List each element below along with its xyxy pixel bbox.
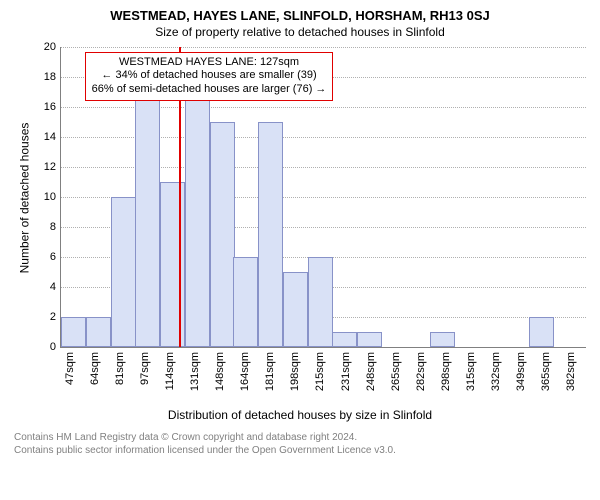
- histogram-bar: [258, 122, 283, 347]
- x-tick: 114sqm: [164, 352, 176, 390]
- x-axis-label: Distribution of detached houses by size …: [14, 408, 586, 422]
- histogram-bar: [160, 182, 185, 347]
- y-tick: 12: [44, 161, 56, 173]
- x-tick: 365sqm: [540, 352, 552, 391]
- x-tick: 382sqm: [565, 352, 577, 391]
- x-tick: 315sqm: [465, 352, 477, 391]
- y-tick: 10: [44, 191, 56, 203]
- y-tick: 18: [44, 71, 56, 83]
- x-tick-area: 47sqm 64sqm 81sqm 97sqm 114sqm 131sqm 148sqm 16…: [60, 348, 586, 408]
- y-tick: 16: [44, 101, 56, 113]
- x-ticks-row: 47sqm 64sqm 81sqm 97sqm 114sqm 131sqm 148sqm 16…: [14, 348, 586, 408]
- footer: Contains HM Land Registry data © Crown c…: [14, 432, 586, 457]
- histogram-bar: [332, 332, 357, 347]
- histogram-bar: [283, 272, 308, 347]
- y-tick: 20: [44, 41, 56, 53]
- histogram-bar: [61, 317, 86, 347]
- x-ticks-spacer: [14, 348, 60, 408]
- x-tick: 81sqm: [114, 352, 126, 385]
- info-box-line: WESTMEAD HAYES LANE: 127sqm: [92, 56, 327, 70]
- histogram-bar: [308, 257, 333, 347]
- histogram-bar: [430, 332, 455, 347]
- plot-area: WESTMEAD HAYES LANE: 127sqm← 34% of deta…: [60, 47, 586, 348]
- title-sub: Size of property relative to detached ho…: [14, 25, 586, 39]
- histogram-bar: [233, 257, 258, 347]
- x-tick: 349sqm: [515, 352, 527, 391]
- x-tick: 64sqm: [89, 352, 101, 385]
- info-box-line: ← 34% of detached houses are smaller (39…: [92, 69, 327, 83]
- y-tick: 14: [44, 131, 56, 143]
- histogram-bar: [185, 77, 210, 347]
- histogram-bar: [111, 197, 136, 347]
- histogram-bar: [86, 317, 111, 347]
- histogram-bar: [529, 317, 554, 347]
- chart-row: Number of detached houses 02468101214161…: [14, 47, 586, 348]
- y-tick-column: 02468101214161820: [34, 47, 60, 347]
- chart-container: WESTMEAD, HAYES LANE, SLINFOLD, HORSHAM,…: [0, 0, 600, 500]
- y-axis-label: Number of detached houses: [17, 122, 31, 273]
- x-tick: 47sqm: [64, 352, 76, 385]
- y-tick: 8: [50, 221, 56, 233]
- footer-line-2: Contains public sector information licen…: [14, 445, 586, 458]
- y-tick: 2: [50, 311, 56, 323]
- x-tick: 231sqm: [340, 352, 352, 391]
- histogram-bar: [210, 122, 235, 347]
- footer-line-1: Contains HM Land Registry data © Crown c…: [14, 432, 586, 445]
- x-tick: 265sqm: [390, 352, 402, 391]
- x-tick: 282sqm: [415, 352, 427, 391]
- grid-line: [61, 47, 586, 48]
- x-tick: 248sqm: [365, 352, 377, 391]
- x-tick: 131sqm: [189, 352, 201, 391]
- x-tick: 198sqm: [289, 352, 301, 391]
- x-tick: 215sqm: [314, 352, 326, 391]
- x-tick: 332sqm: [490, 352, 502, 391]
- x-tick: 298sqm: [440, 352, 452, 391]
- y-tick: 0: [50, 341, 56, 353]
- x-tick: 97sqm: [139, 352, 151, 385]
- ylabel-col: Number of detached houses: [14, 47, 34, 348]
- y-tick: 6: [50, 251, 56, 263]
- histogram-bar: [357, 332, 382, 347]
- info-box-line: 66% of semi-detached houses are larger (…: [92, 83, 327, 97]
- title-main: WESTMEAD, HAYES LANE, SLINFOLD, HORSHAM,…: [14, 8, 586, 23]
- x-tick: 181sqm: [264, 352, 276, 391]
- x-tick: 148sqm: [214, 352, 226, 391]
- titles: WESTMEAD, HAYES LANE, SLINFOLD, HORSHAM,…: [14, 8, 586, 39]
- histogram-bar: [135, 92, 160, 347]
- y-tick: 4: [50, 281, 56, 293]
- x-tick: 164sqm: [239, 352, 251, 391]
- marker-info-box: WESTMEAD HAYES LANE: 127sqm← 34% of deta…: [85, 52, 334, 101]
